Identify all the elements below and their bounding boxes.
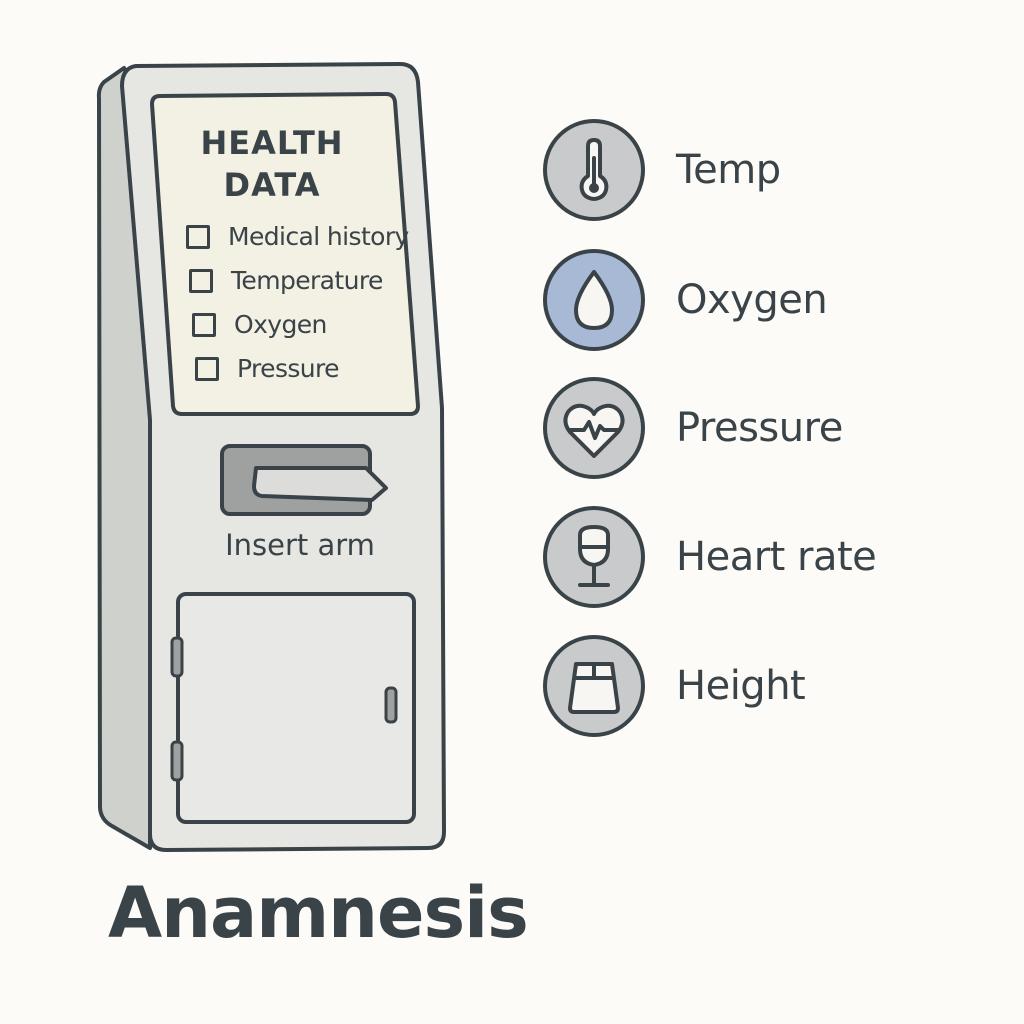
checklist-item-label: Temperature: [231, 266, 383, 295]
thermometer-icon: [543, 119, 645, 221]
legend-label: Height: [676, 663, 806, 709]
weight-icon: [543, 635, 645, 737]
checklist-item-medical-history[interactable]: Medical history: [186, 222, 409, 251]
goblet-icon: [543, 506, 645, 608]
checkbox[interactable]: [189, 268, 213, 293]
checklist-item-label: Oxygen: [234, 310, 327, 339]
checklist-item-oxygen[interactable]: Oxygen: [192, 310, 327, 339]
insert-arm-label: Insert arm: [225, 528, 375, 562]
checklist-item-pressure[interactable]: Pressure: [195, 354, 340, 383]
page-title: Anamnesis: [108, 872, 529, 954]
door-hinge-bottom: [170, 740, 184, 782]
checklist-item-label: Medical history: [228, 222, 409, 251]
legend-label: Oxygen: [676, 277, 828, 323]
kiosk-screen: [150, 92, 420, 416]
legend-label: Temp: [676, 147, 781, 193]
door-hinge-top: [170, 636, 184, 678]
checkbox[interactable]: [186, 224, 210, 249]
legend-item-pressure: Pressure: [542, 376, 982, 480]
checkbox[interactable]: [195, 356, 219, 381]
door-handle: [384, 686, 398, 724]
legend-item-heart-rate: Heart rate: [542, 505, 982, 609]
checkbox[interactable]: [192, 312, 216, 337]
legend-item-temp: Temp: [542, 118, 982, 222]
heart-pulse-icon: [543, 377, 645, 479]
screen-title-line-1: HEALTH: [200, 124, 344, 162]
screen-title: HEALTH DATA: [172, 122, 372, 206]
water-drop-icon: [543, 249, 645, 351]
checklist-item-temperature[interactable]: Temperature: [189, 266, 383, 295]
legend-item-oxygen: Oxygen: [542, 248, 982, 352]
legend-label: Heart rate: [676, 534, 877, 580]
screen-title-line-2: DATA: [223, 166, 321, 204]
cabinet-door: [176, 592, 416, 824]
legend-item-height: Height: [542, 634, 982, 738]
checklist-item-label: Pressure: [237, 354, 340, 383]
arm-slot-flap: [252, 466, 388, 502]
legend-label: Pressure: [676, 405, 843, 451]
